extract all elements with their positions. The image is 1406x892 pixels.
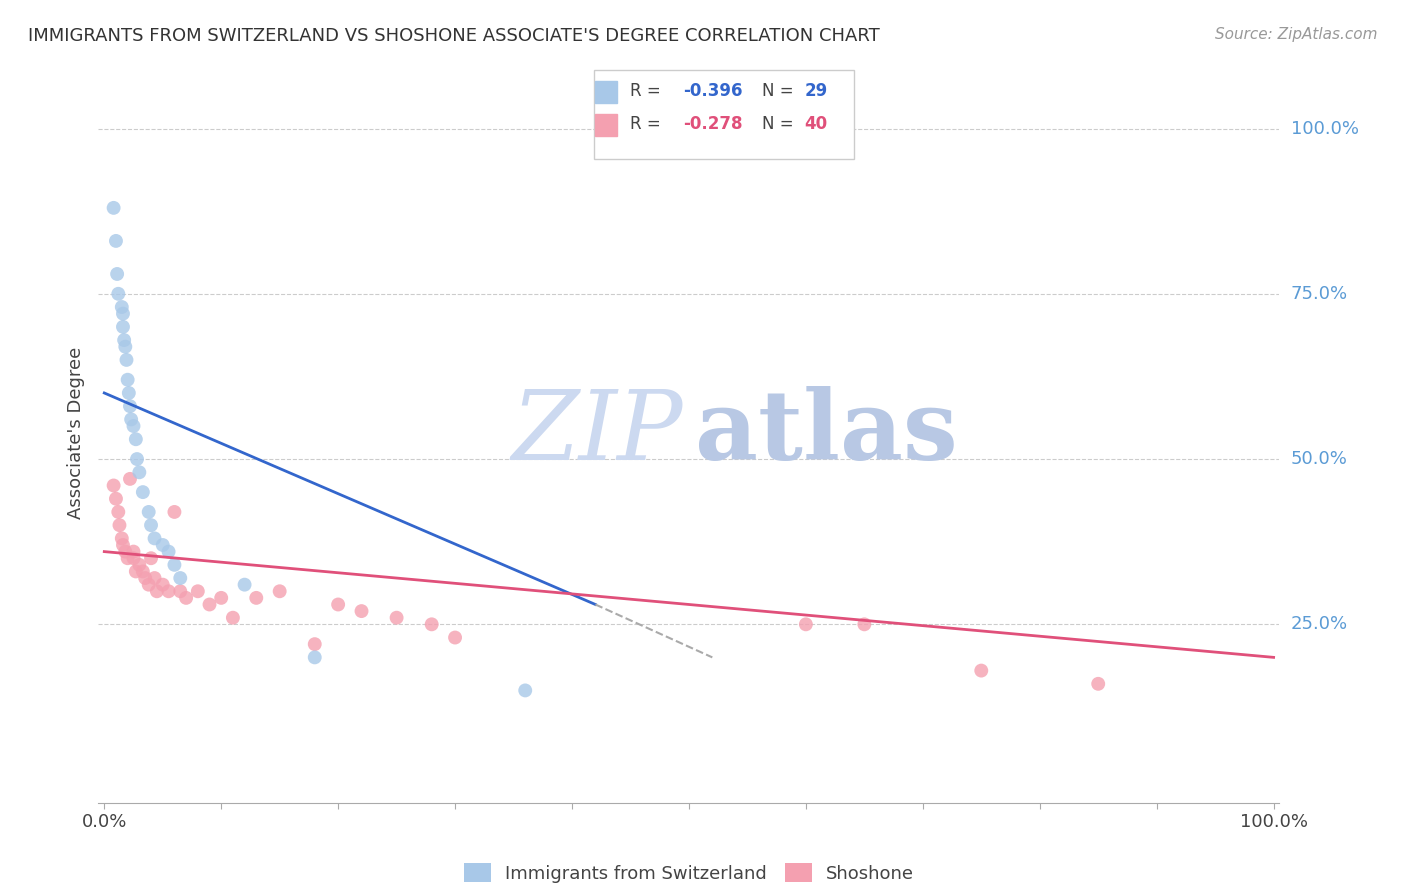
Point	[108, 518, 131, 533]
FancyBboxPatch shape	[595, 70, 855, 159]
Point	[169, 571, 191, 585]
Point	[132, 485, 155, 500]
Point	[794, 617, 817, 632]
Point	[122, 551, 145, 566]
Point	[122, 544, 145, 558]
Text: -0.278: -0.278	[683, 115, 742, 133]
Point	[118, 399, 141, 413]
Point	[122, 419, 145, 434]
Text: 100.0%: 100.0%	[1291, 120, 1358, 137]
Point	[157, 584, 180, 599]
Text: 40: 40	[804, 115, 828, 133]
Point	[163, 558, 186, 572]
Point	[117, 373, 139, 387]
Point	[269, 584, 291, 599]
Point	[385, 611, 408, 625]
Text: N =: N =	[762, 81, 799, 100]
Legend: Immigrants from Switzerland, Shoshone: Immigrants from Switzerland, Shoshone	[457, 856, 921, 890]
Point	[444, 631, 467, 645]
Text: -0.396: -0.396	[683, 81, 742, 100]
Point	[107, 286, 129, 301]
Text: 25.0%: 25.0%	[1291, 615, 1348, 633]
Point	[1087, 677, 1109, 691]
Point	[187, 584, 209, 599]
Text: atlas: atlas	[695, 385, 957, 480]
Text: ZIP: ZIP	[512, 385, 683, 480]
Point	[128, 465, 150, 479]
Text: Source: ZipAtlas.com: Source: ZipAtlas.com	[1215, 27, 1378, 42]
Point	[233, 577, 256, 591]
Point	[128, 558, 150, 572]
Point	[304, 637, 326, 651]
Text: 50.0%: 50.0%	[1291, 450, 1347, 468]
Point	[420, 617, 443, 632]
Point	[117, 551, 139, 566]
Point	[304, 650, 326, 665]
Point	[139, 518, 162, 533]
Point	[222, 611, 245, 625]
Point	[103, 201, 125, 215]
Text: 29: 29	[804, 81, 828, 100]
Point	[120, 412, 142, 426]
Point	[125, 452, 148, 467]
Point	[134, 571, 156, 585]
Point	[169, 584, 191, 599]
Point	[111, 319, 134, 334]
Point	[853, 617, 876, 632]
Point	[143, 571, 166, 585]
Point	[104, 234, 127, 248]
Point	[152, 577, 174, 591]
Y-axis label: Associate's Degree: Associate's Degree	[66, 346, 84, 519]
Point	[103, 478, 125, 492]
Point	[104, 491, 127, 506]
Text: IMMIGRANTS FROM SWITZERLAND VS SHOSHONE ASSOCIATE'S DEGREE CORRELATION CHART: IMMIGRANTS FROM SWITZERLAND VS SHOSHONE …	[28, 27, 880, 45]
Point	[112, 333, 135, 347]
Point	[132, 565, 155, 579]
Point	[152, 538, 174, 552]
Point	[970, 664, 993, 678]
Point	[515, 683, 537, 698]
Point	[111, 532, 134, 546]
Point	[105, 267, 128, 281]
Point	[111, 307, 134, 321]
Point	[163, 505, 186, 519]
Text: R =: R =	[630, 81, 666, 100]
Point	[114, 340, 136, 354]
Point	[114, 544, 136, 558]
Text: R =: R =	[630, 115, 666, 133]
Point	[139, 551, 162, 566]
Point	[115, 352, 138, 367]
Point	[111, 538, 134, 552]
Point	[245, 591, 267, 605]
Point	[138, 577, 160, 591]
Point	[143, 532, 166, 546]
Point	[125, 565, 148, 579]
Point	[107, 505, 129, 519]
Point	[157, 544, 180, 558]
Point	[326, 598, 349, 612]
Point	[209, 591, 232, 605]
Point	[118, 472, 141, 486]
Text: N =: N =	[762, 115, 799, 133]
Point	[198, 598, 221, 612]
Text: 75.0%: 75.0%	[1291, 285, 1348, 302]
Point	[118, 386, 141, 401]
Point	[174, 591, 197, 605]
Point	[111, 300, 134, 314]
Point	[350, 604, 373, 618]
Point	[146, 584, 169, 599]
Point	[125, 432, 148, 446]
Point	[138, 505, 160, 519]
